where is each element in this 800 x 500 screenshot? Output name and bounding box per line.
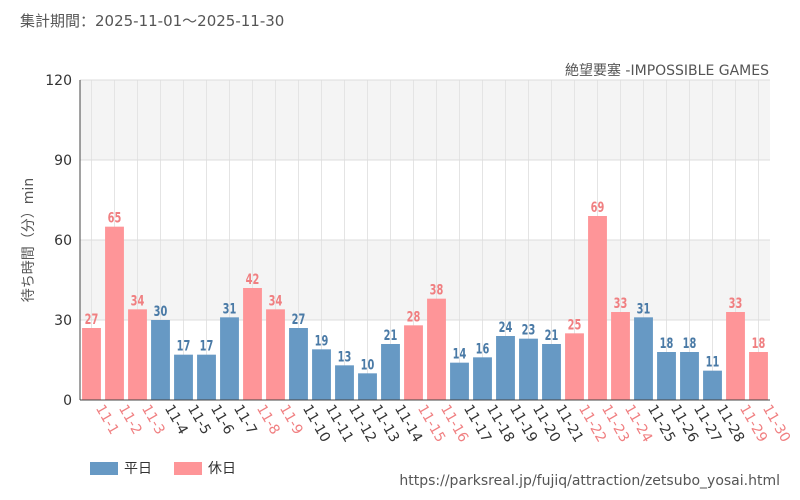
data-label: 27 [85,311,99,328]
bar-11-9 [266,309,285,400]
y-tick-label: 120 [45,73,72,89]
bar-11-5 [174,354,193,400]
y-tick-label: 90 [54,153,72,169]
data-label: 33 [614,295,628,312]
data-label: 14 [453,345,467,362]
legend-holiday-swatch [174,461,202,475]
data-label: 16 [476,340,490,357]
bar-11-15 [404,325,423,400]
bar-11-25 [634,317,653,400]
legend-holiday[interactable]: 休日 [174,458,236,478]
x-tick-label: 11-5 [184,402,214,438]
data-label: 27 [292,311,306,328]
plot-band [80,240,770,320]
source-url[interactable]: https://parksreal.jp/fujiq/attraction/ze… [399,473,780,489]
legend-weekday-label: 平日 [124,461,152,477]
x-tick-label: 11-7 [230,402,260,438]
x-tick-label: 11-4 [161,402,191,438]
data-label: 34 [131,292,145,309]
bar-11-12 [335,365,354,400]
data-label: 28 [407,308,421,325]
bar-11-21 [542,344,561,400]
data-label: 19 [315,332,329,349]
bar-11-13 [358,373,377,400]
y-axis-title: 待ち時間（分）min [21,178,37,302]
bar-11-17 [450,362,469,400]
data-label: 33 [729,295,743,312]
bar-11-18 [473,357,492,400]
data-label: 11 [706,353,720,370]
bar-11-3 [128,309,147,400]
y-tick-label: 60 [54,233,72,249]
data-label: 17 [177,337,191,354]
bar-11-14 [381,344,400,400]
data-label: 31 [223,300,237,317]
bar-11-28 [703,370,722,400]
data-label: 17 [200,337,214,354]
data-label: 24 [499,319,513,336]
data-label: 30 [154,303,168,320]
bar-11-16 [427,298,446,400]
x-tick-label: 11-2 [115,402,145,438]
legend-holiday-label: 休日 [208,461,236,477]
legend: 平日 休日 [90,458,258,478]
bar-11-30 [749,352,768,400]
bar-11-6 [197,354,216,400]
x-tick-label: 11-6 [207,402,237,438]
data-label: 69 [591,199,605,216]
bar-11-19 [496,336,515,400]
bar-11-23 [588,216,607,400]
x-tick-label: 11-3 [138,402,168,438]
y-tick-label: 0 [63,393,72,409]
chart-subtitle: 絶望要塞 -IMPOSSIBLE GAMES [564,63,769,79]
legend-weekday[interactable]: 平日 [90,458,152,478]
bar-11-7 [220,317,239,400]
data-label: 25 [568,316,582,333]
bar-11-22 [565,333,584,400]
legend-weekday-swatch [90,461,118,475]
bar-11-26 [657,352,676,400]
plot-band [80,80,770,160]
data-label: 31 [637,300,651,317]
data-label: 38 [430,281,444,298]
period-label: 集計期間：2025-11-01～2025-11-30 [20,12,285,30]
bar-11-11 [312,349,331,400]
data-label: 65 [108,209,122,226]
data-label: 42 [246,271,260,288]
bar-11-27 [680,352,699,400]
data-label: 18 [752,335,766,352]
bar-11-2 [105,226,124,400]
x-tick-label: 11-1 [92,402,122,438]
data-label: 23 [522,321,536,338]
bar-11-10 [289,328,308,400]
bar-11-29 [726,312,745,400]
bar-11-1 [82,328,101,400]
bar-11-4 [151,320,170,400]
y-tick-label: 30 [54,313,72,329]
data-label: 34 [269,292,283,309]
x-tick-label: 11-8 [253,402,283,438]
data-label: 13 [338,348,352,365]
data-label: 10 [361,356,375,373]
x-tick-label: 11-9 [276,402,306,438]
data-label: 21 [545,327,559,344]
bar-11-20 [519,338,538,400]
data-label: 18 [660,335,674,352]
data-label: 21 [384,327,398,344]
bar-11-24 [611,312,630,400]
bar-11-8 [243,288,262,400]
data-label: 18 [683,335,697,352]
